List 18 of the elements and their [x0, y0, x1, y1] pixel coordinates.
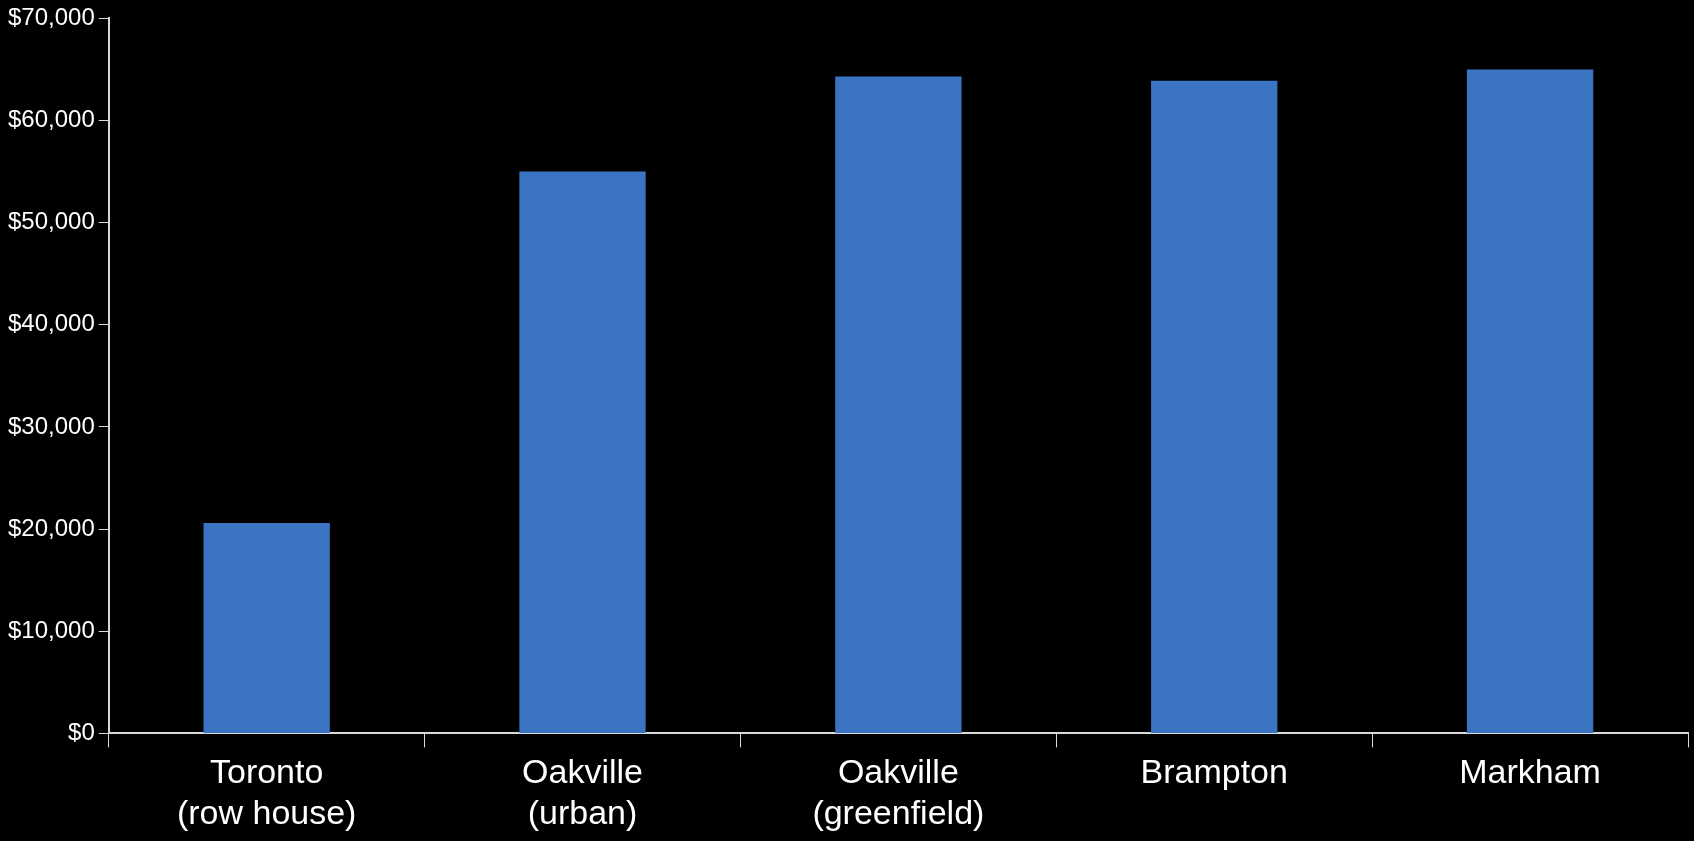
bar: [203, 522, 330, 733]
x-tick-label: Oakville (greenfield): [812, 752, 985, 831]
bar: [1151, 80, 1278, 733]
bar: [1466, 69, 1594, 733]
y-tick-label: $10,000: [7, 615, 95, 643]
y-tick-label: $0: [68, 718, 95, 746]
bar: [519, 171, 646, 733]
x-tick-label: Toronto (row house): [176, 752, 357, 831]
y-tick-label: $60,000: [7, 105, 95, 133]
x-tick-label: Markham: [1459, 752, 1601, 791]
x-tick-label: Oakville (urban): [522, 752, 643, 831]
y-tick-label: $20,000: [7, 513, 95, 541]
y-tick-label: $40,000: [7, 309, 95, 337]
y-tick-label: $50,000: [7, 207, 95, 235]
y-tick-label: $30,000: [7, 411, 95, 439]
x-tick-label: Brampton: [1140, 752, 1288, 791]
bar: [835, 76, 962, 733]
y-tick-label: $70,000: [7, 3, 95, 31]
